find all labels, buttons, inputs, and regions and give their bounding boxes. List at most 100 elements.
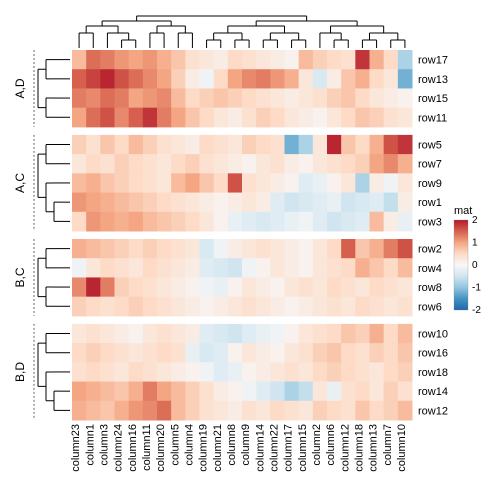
heatmap-cell <box>256 239 271 259</box>
heatmap-cell <box>115 88 130 108</box>
heatmap-cell <box>185 343 200 363</box>
heatmap-cell <box>256 324 271 344</box>
heatmap-cell <box>313 193 328 213</box>
heatmap-cell <box>398 50 413 70</box>
heatmap-cell <box>299 258 314 278</box>
heatmap-cell <box>398 362 413 382</box>
col-dendrogram <box>263 40 277 47</box>
heatmap-cell <box>285 343 300 363</box>
heatmap-cell <box>384 193 399 213</box>
heatmap-cell <box>270 135 285 155</box>
heatmap-cell <box>242 212 257 232</box>
heatmap-cell <box>228 382 243 402</box>
row-label: row1 <box>418 197 442 209</box>
heatmap-cell <box>384 212 399 232</box>
heatmap-cell <box>341 88 356 108</box>
heatmap-cell <box>72 135 87 155</box>
legend-tick: 0 <box>472 260 478 271</box>
heatmap-cell <box>185 212 200 232</box>
heatmap-cell <box>299 154 314 174</box>
heatmap-cell <box>370 88 385 108</box>
heatmap-cell <box>214 324 229 344</box>
heatmap-cell <box>100 108 115 128</box>
heatmap-cell <box>72 297 87 317</box>
heatmap-cell <box>270 258 285 278</box>
heatmap-cell <box>100 88 115 108</box>
heatmap-cell <box>185 362 200 382</box>
heatmap-cell <box>228 193 243 213</box>
heatmap-cell <box>384 69 399 89</box>
heatmap-cell <box>327 69 342 89</box>
heatmap-cell <box>384 343 399 363</box>
heatmap-cell <box>256 50 271 70</box>
heatmap-cell <box>270 173 285 193</box>
heatmap-cell <box>242 88 257 108</box>
heatmap-cell <box>171 193 186 213</box>
heatmap-cell <box>398 277 413 297</box>
clustered-heatmap: row17row13row15row11A,Drow5row7row9row1r… <box>0 0 504 504</box>
heatmap-cell <box>185 258 200 278</box>
heatmap-cell <box>285 173 300 193</box>
heatmap-cell <box>214 362 229 382</box>
heatmap-cell <box>185 324 200 344</box>
heatmap-cell <box>129 212 144 232</box>
column-label: column7 <box>382 424 394 466</box>
heatmap-cell <box>171 50 186 70</box>
heatmap-cell <box>228 108 243 128</box>
heatmap-cell <box>157 258 172 278</box>
heatmap-cell <box>185 239 200 259</box>
heatmap-cell <box>313 239 328 259</box>
heatmap-cell <box>86 297 101 317</box>
heatmap-cell <box>398 297 413 317</box>
heatmap-cell <box>341 277 356 297</box>
heatmap-cell <box>313 343 328 363</box>
heatmap-cell <box>100 212 115 232</box>
heatmap-cell <box>313 382 328 402</box>
col-dendrogram <box>334 40 348 47</box>
heatmap-cell <box>129 258 144 278</box>
heatmap-cell <box>355 297 370 317</box>
row-label: row18 <box>418 367 448 379</box>
heatmap-cell <box>370 297 385 317</box>
heatmap-cell <box>355 193 370 213</box>
heatmap-cell <box>129 382 144 402</box>
heatmap-cell <box>185 69 200 89</box>
heatmap-cell <box>200 69 215 89</box>
heatmap-cell <box>100 401 115 421</box>
heatmap-cell <box>327 382 342 402</box>
heatmap-cell <box>157 401 172 421</box>
heatmap-cell <box>384 50 399 70</box>
heatmap-cell <box>129 324 144 344</box>
heatmap-cell <box>355 258 370 278</box>
heatmap-cell <box>355 343 370 363</box>
column-label: column23 <box>70 424 82 472</box>
heatmap-cell <box>115 135 130 155</box>
heatmap-cell <box>214 154 229 174</box>
heatmap-cell <box>72 212 87 232</box>
heatmap-cell <box>157 277 172 297</box>
row-dendrogram <box>46 98 54 117</box>
heatmap-cell <box>115 212 130 232</box>
col-dendrogram <box>320 33 341 40</box>
heatmap-cell <box>256 258 271 278</box>
heatmap-cell <box>86 69 101 89</box>
heatmap-cell <box>313 212 328 232</box>
heatmap-cell <box>129 88 144 108</box>
heatmap-cell <box>355 69 370 89</box>
heatmap-cell <box>157 69 172 89</box>
col-dendrogram <box>362 40 376 47</box>
heatmap-cell <box>72 382 87 402</box>
heatmap-cell <box>143 258 158 278</box>
heatmap-cell <box>129 277 144 297</box>
heatmap-cell <box>370 382 385 402</box>
col-dendrogram <box>157 26 185 33</box>
heatmap-cell <box>171 108 186 128</box>
heatmap-cell <box>398 154 413 174</box>
heatmap-cell <box>214 193 229 213</box>
heatmap-cell <box>171 258 186 278</box>
heatmap-cell <box>384 297 399 317</box>
heatmap-cell <box>270 108 285 128</box>
heatmap-cell <box>355 382 370 402</box>
heatmap-cell <box>200 239 215 259</box>
heatmap-cell <box>200 193 215 213</box>
